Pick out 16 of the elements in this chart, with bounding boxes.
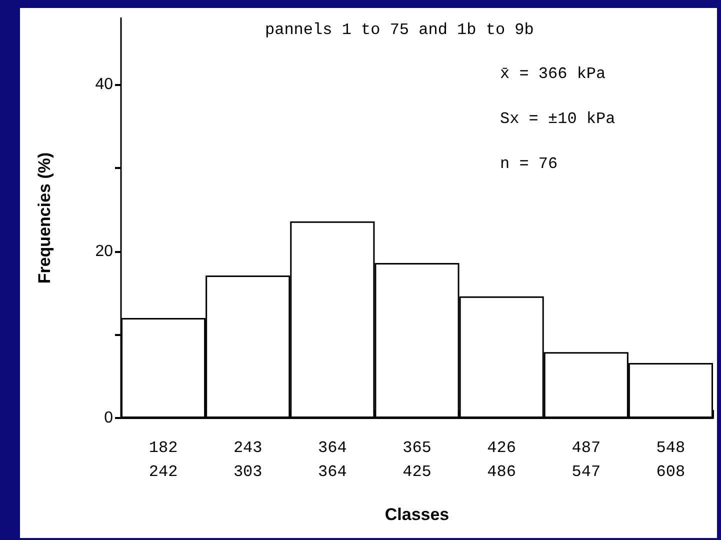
x-axis-title: Classes bbox=[384, 505, 450, 524]
x-tick-label: 487 547 bbox=[572, 439, 601, 481]
x-tick-label: 426 486 bbox=[487, 439, 516, 481]
y-tick-label: 40 bbox=[95, 76, 114, 94]
y-tick-label: 20 bbox=[95, 242, 114, 260]
annotation: n = 76 bbox=[500, 155, 558, 173]
annotation: Sx = ±10 kPa bbox=[500, 110, 616, 128]
y-axis-title: Frequencies (%) bbox=[35, 152, 54, 284]
annotation: x̄ = 366 kPa bbox=[500, 65, 606, 83]
x-tick-label: 365 425 bbox=[402, 439, 432, 481]
x-tick-label: 548 608 bbox=[656, 439, 686, 481]
x-tick-label: 243 303 bbox=[233, 439, 262, 481]
x-tick-label: 364 364 bbox=[318, 439, 347, 481]
y-tick-label: 0 bbox=[104, 410, 114, 426]
x-tick-label: 182 242 bbox=[148, 439, 178, 481]
annotation: pannels 1 to 75 and 1b to 9b bbox=[265, 21, 534, 39]
